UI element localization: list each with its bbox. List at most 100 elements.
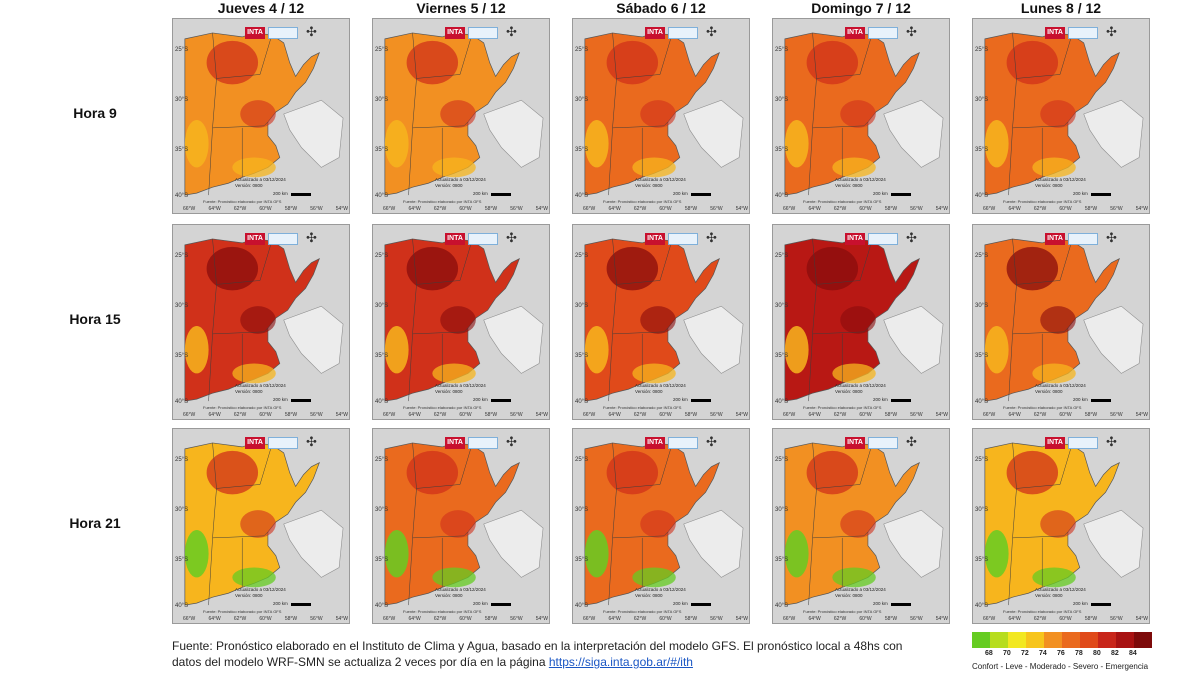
update-version: Versión: 0800 xyxy=(1035,389,1063,394)
latitude-label: 25°S xyxy=(975,47,989,53)
update-version: Versión: 0800 xyxy=(435,593,463,598)
longitude-label: 56°W xyxy=(1110,616,1123,622)
compass-rose-icon: ✣ xyxy=(906,434,917,449)
longitude-axis: 66°W 64°W 62°W 60°W 58°W 56°W 54°W xyxy=(383,412,548,418)
map-canvas xyxy=(573,225,749,419)
update-version: Versión: 0800 xyxy=(235,389,263,394)
ith-map: INTA ✣ 25°S 30°S 35°S 40°S 66°W 64°W 62°W 60°W 58°… xyxy=(772,18,950,214)
inta-logo: INTA xyxy=(845,233,865,245)
longitude-label: 62°W xyxy=(433,616,447,622)
legend-color-bar xyxy=(972,632,1152,648)
legend-swatch xyxy=(972,632,990,648)
update-version: Versión: 0800 xyxy=(835,389,863,394)
latitude-label: 35°S xyxy=(975,353,989,359)
longitude-label: 58°W xyxy=(684,412,698,418)
panel-source: Fuente: Pronóstico elaborado por INTA GF… xyxy=(603,405,682,410)
legend-swatch xyxy=(1116,632,1134,648)
map-canvas xyxy=(573,19,749,213)
longitude-axis: 66°W 64°W 62°W 60°W 58°W 56°W 54°W xyxy=(183,616,348,622)
longitude-label: 64°W xyxy=(208,206,221,212)
longitude-label: 66°W xyxy=(583,412,596,418)
longitude-axis: 66°W 64°W 62°W 60°W 58°W 56°W 54°W xyxy=(583,412,748,418)
institute-logo xyxy=(868,437,898,449)
longitude-label: 60°W xyxy=(459,616,472,622)
longitude-label: 62°W xyxy=(433,412,447,418)
scale-label: 200 km xyxy=(273,397,288,402)
latitude-label: 35°S xyxy=(975,147,989,153)
update-version: Versión: 0800 xyxy=(1035,593,1063,598)
update-note: Actualizado a 03/12/2024 Versión: 0800 xyxy=(1035,177,1086,189)
scale-label: 200 km xyxy=(873,191,888,196)
latitude-label: 40°S xyxy=(375,193,389,199)
scale-bar xyxy=(891,193,911,196)
longitude-label: 56°W xyxy=(1110,412,1123,418)
longitude-label: 62°W xyxy=(233,616,247,622)
update-date: Actualizado a 03/12/2024 xyxy=(1035,177,1086,182)
longitude-label: 54°W xyxy=(1135,206,1148,212)
latitude-label: 40°S xyxy=(175,193,189,199)
inta-logo: INTA xyxy=(645,233,665,245)
scale-label: 200 km xyxy=(1073,601,1088,606)
inta-logo: INTA xyxy=(645,437,665,449)
latitude-label: 35°S xyxy=(175,147,189,153)
longitude-axis: 66°W 64°W 62°W 60°W 58°W 56°W 54°W xyxy=(783,412,948,418)
latitude-label: 25°S xyxy=(375,47,389,53)
longitude-label: 64°W xyxy=(408,616,421,622)
panel-source: Fuente: Pronóstico elaborado por INTA GF… xyxy=(403,199,482,204)
compass-rose-icon: ✣ xyxy=(306,24,317,39)
latitude-label: 30°S xyxy=(775,97,789,103)
map-canvas xyxy=(973,429,1149,623)
panel-source: Fuente: Pronóstico elaborado por INTA GF… xyxy=(1003,405,1082,410)
latitude-label: 25°S xyxy=(575,253,589,259)
update-date: Actualizado a 03/12/2024 xyxy=(435,383,486,388)
compass-rose-icon: ✣ xyxy=(1106,434,1117,449)
latitude-label: 40°S xyxy=(575,193,589,199)
longitude-label: 64°W xyxy=(408,206,421,212)
latitude-label: 40°S xyxy=(175,603,189,609)
legend-swatch xyxy=(990,632,1008,648)
update-note: Actualizado a 03/12/2024 Versión: 0800 xyxy=(635,383,686,395)
longitude-label: 58°W xyxy=(684,616,698,622)
ith-map: INTA ✣ 25°S 30°S 35°S 40°S 66°W 64°W 62°W 60°W 58°… xyxy=(372,428,550,624)
day-header: Sábado 6 / 12 xyxy=(616,0,706,16)
inta-logo: INTA xyxy=(845,437,865,449)
panel-source: Fuente: Pronóstico elaborado por INTA GF… xyxy=(203,609,282,614)
latitude-label: 35°S xyxy=(175,557,189,563)
longitude-label: 58°W xyxy=(284,616,298,622)
longitude-label: 58°W xyxy=(884,412,898,418)
scale-bar xyxy=(891,399,911,402)
inta-logo: INTA xyxy=(245,437,265,449)
longitude-label: 60°W xyxy=(859,616,872,622)
longitude-label: 54°W xyxy=(1135,616,1148,622)
legend-tick: 84 xyxy=(1129,650,1137,657)
longitude-label: 62°W xyxy=(833,616,847,622)
ith-map: INTA ✣ 25°S 30°S 35°S 40°S 66°W 64°W 62°W 60°W 58°… xyxy=(372,224,550,420)
legend-tick: 80 xyxy=(1093,650,1101,657)
longitude-label: 66°W xyxy=(183,206,196,212)
longitude-label: 64°W xyxy=(608,616,621,622)
institute-logo xyxy=(268,27,298,39)
day-header: Jueves 4 / 12 xyxy=(217,0,305,16)
latitude-label: 30°S xyxy=(975,507,989,513)
longitude-axis: 66°W 64°W 62°W 60°W 58°W 56°W 54°W xyxy=(183,206,348,212)
latitude-label: 35°S xyxy=(775,353,789,359)
latitude-label: 40°S xyxy=(775,603,789,609)
longitude-label: 60°W xyxy=(259,616,272,622)
source-link[interactable]: https://siga.inta.gob.ar/#/ith xyxy=(548,655,693,669)
latitude-label: 30°S xyxy=(575,97,589,103)
latitude-label: 40°S xyxy=(775,399,789,405)
legend-tick: 70 xyxy=(1003,650,1011,657)
longitude-axis: 66°W 64°W 62°W 60°W 58°W 56°W 54°W xyxy=(383,206,548,212)
latitude-label: 40°S xyxy=(975,193,989,199)
longitude-label: 66°W xyxy=(783,412,796,418)
update-note: Actualizado a 03/12/2024 Versión: 0800 xyxy=(635,177,686,189)
longitude-label: 54°W xyxy=(335,206,348,212)
legend-tick: 78 xyxy=(1075,650,1083,657)
compass-rose-icon: ✣ xyxy=(906,230,917,245)
map-canvas xyxy=(373,225,549,419)
update-date: Actualizado a 03/12/2024 xyxy=(1035,383,1086,388)
longitude-label: 62°W xyxy=(833,412,847,418)
longitude-label: 64°W xyxy=(808,616,821,622)
longitude-label: 56°W xyxy=(310,206,323,212)
scale-label: 200 km xyxy=(473,191,488,196)
